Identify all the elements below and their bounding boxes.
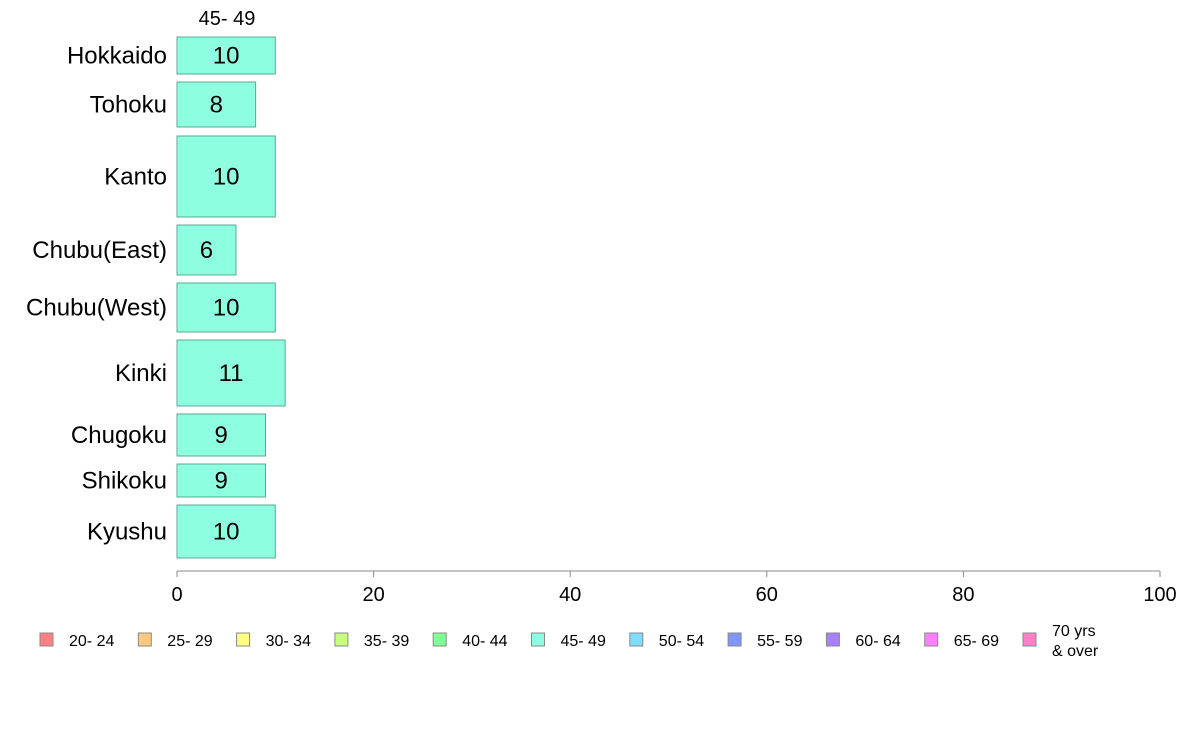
legend-swatch (137, 632, 152, 647)
legend-label: 70 yrs & over (1052, 623, 1099, 660)
x-tick-label: 100 (1143, 584, 1176, 606)
legend-swatch (629, 632, 644, 647)
bar-kinki (176, 339, 286, 407)
legend-swatch (531, 632, 545, 647)
legend-label: 25- 29 (167, 633, 212, 650)
legend-swatch (727, 632, 742, 647)
bar-data-label: 9 (215, 422, 228, 449)
legend-swatch (432, 632, 447, 647)
legend-swatch (924, 632, 939, 647)
legend-label: 40- 44 (462, 633, 507, 650)
bar-chubu-east (176, 224, 237, 276)
category-label: Kinki (115, 360, 167, 387)
legend-swatch (825, 632, 840, 647)
category-label: Tohoku (90, 92, 167, 119)
x-tick-label: 20 (362, 584, 384, 606)
legend-label: 60- 64 (855, 633, 900, 650)
bar-data-label: 6 (200, 237, 213, 264)
legend-label: 50- 54 (659, 633, 704, 650)
legend-swatch (334, 632, 349, 647)
category-label: Hokkaido (67, 43, 167, 70)
bar-chubu-west (176, 282, 276, 333)
legend-swatch (236, 632, 251, 647)
legend-swatch (39, 632, 54, 647)
bar-hokkaido (176, 36, 276, 75)
legend-label: 20- 24 (69, 633, 114, 650)
legend-swatch (1022, 632, 1037, 647)
x-axis: 0 20 40 60 80 100 (171, 570, 1177, 606)
bar-tohoku (176, 81, 257, 128)
bar-data-label: 10 (213, 43, 240, 70)
legend: 20- 24 25- 29 30- 34 35- 39 40- 44 45- 49 50- … (39, 623, 1099, 660)
bar-shikoku (176, 463, 266, 498)
category-labels-group: Hokkaido Tohoku Kanto Chubu(East) Chubu(West… (26, 43, 167, 546)
category-label: Kyushu (87, 519, 167, 546)
bar-kanto (176, 135, 276, 218)
category-label: Shikoku (82, 468, 167, 495)
bar-kyushu (176, 504, 276, 559)
bar-data-label: 10 (213, 295, 240, 322)
legend-label: 45- 49 (561, 633, 606, 650)
bars-group: 10 8 10 6 10 11 9 9 10 (176, 36, 286, 559)
legend-label: 55- 59 (757, 633, 802, 650)
bar-data-label: 9 (215, 468, 228, 495)
bar-data-label: 10 (213, 164, 240, 191)
x-tick-label: 80 (952, 584, 974, 606)
legend-label: 65- 69 (954, 633, 999, 650)
category-label: Chubu(West) (26, 295, 167, 322)
category-label: Chubu(East) (32, 237, 167, 264)
legend-label: 35- 39 (364, 633, 409, 650)
legend-label: 30- 34 (266, 633, 311, 650)
x-tick-label: 60 (756, 584, 778, 606)
bar-chugoku (176, 413, 266, 457)
bar-data-label: 8 (210, 92, 223, 119)
column-header-label: 45- 49 (199, 8, 256, 30)
category-label: Kanto (104, 164, 167, 191)
bar-data-label: 11 (219, 360, 244, 387)
category-label: Chugoku (71, 422, 167, 449)
column-header-group: 45- 49 (199, 8, 256, 30)
x-tick-label: 40 (559, 584, 581, 606)
x-tick-label: 0 (171, 584, 182, 606)
bar-data-label: 10 (213, 519, 240, 546)
